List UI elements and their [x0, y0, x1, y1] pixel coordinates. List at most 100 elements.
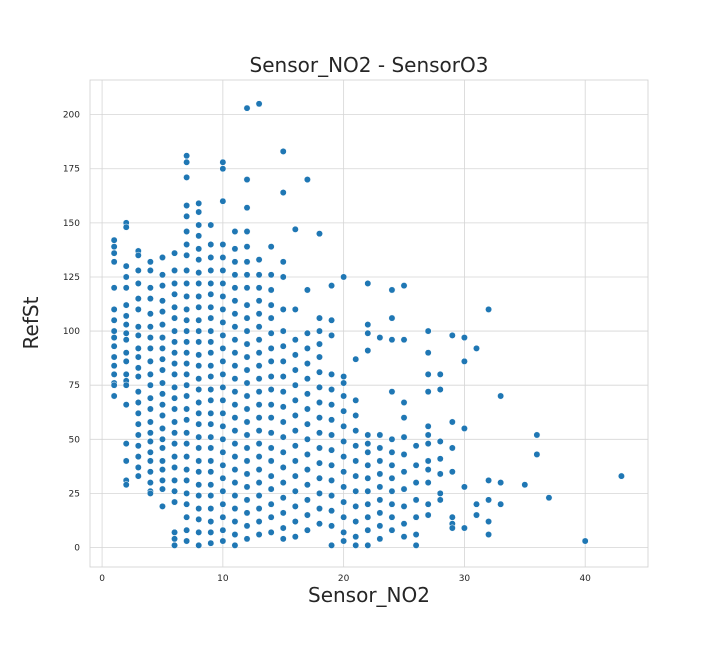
data-point — [243, 509, 251, 517]
data-point — [171, 280, 178, 287]
data-point — [219, 254, 227, 261]
data-point — [376, 509, 384, 517]
data-point — [195, 481, 203, 489]
data-point — [376, 334, 384, 342]
data-point — [219, 513, 227, 521]
data-point — [267, 271, 275, 279]
data-point — [279, 463, 287, 471]
data-point — [352, 355, 360, 363]
data-point — [134, 267, 142, 274]
data-point — [207, 221, 215, 229]
data-point — [303, 344, 311, 352]
data-point — [207, 528, 215, 536]
data-point — [316, 368, 323, 376]
data-point — [328, 316, 336, 324]
data-point — [195, 269, 203, 277]
data-point — [146, 457, 154, 465]
data-point — [291, 457, 299, 465]
data-point — [219, 305, 227, 313]
data-point — [122, 370, 130, 378]
data-point — [316, 340, 323, 348]
data-point — [291, 396, 299, 404]
data-point — [436, 455, 444, 463]
data-point — [473, 500, 480, 508]
data-point — [243, 483, 251, 491]
data-point — [146, 438, 154, 445]
data-point — [171, 476, 178, 484]
data-point — [195, 351, 203, 359]
data-point — [122, 349, 130, 357]
data-point — [110, 362, 118, 370]
data-point — [231, 375, 239, 383]
data-point — [183, 500, 191, 508]
data-point — [231, 284, 239, 292]
data-point — [497, 392, 505, 400]
data-point — [303, 420, 311, 428]
data-point — [255, 401, 263, 409]
data-point — [231, 258, 239, 266]
data-point — [364, 461, 372, 469]
data-point — [195, 327, 203, 335]
data-point — [159, 390, 166, 398]
data-point — [159, 321, 166, 329]
data-point — [303, 466, 311, 474]
data-point — [267, 472, 275, 480]
data-point — [207, 290, 215, 298]
data-point — [159, 425, 166, 432]
data-point — [134, 463, 142, 471]
data-point — [376, 470, 384, 478]
data-point — [110, 381, 118, 389]
data-point — [146, 258, 154, 266]
data-point — [231, 401, 239, 409]
data-point — [460, 357, 468, 365]
data-point — [159, 379, 166, 387]
data-point — [400, 433, 408, 441]
data-point — [122, 262, 130, 270]
data-point — [110, 342, 118, 350]
data-point — [243, 176, 251, 184]
chart-title: Sensor_NO2 - SensorO3 — [250, 53, 489, 77]
data-point — [340, 483, 348, 491]
data-point — [183, 466, 191, 474]
data-point — [183, 280, 191, 287]
data-point — [400, 520, 408, 528]
data-point — [134, 420, 142, 428]
data-point — [159, 366, 166, 374]
data-point — [279, 403, 287, 411]
data-point — [243, 104, 251, 112]
data-point — [134, 453, 142, 461]
data-point — [231, 466, 239, 474]
data-point — [110, 334, 118, 342]
data-point — [195, 457, 203, 465]
y-tick-label: 200 — [63, 111, 80, 121]
data-point — [424, 370, 432, 378]
data-point — [183, 453, 191, 461]
data-point — [219, 357, 227, 365]
data-point — [146, 448, 154, 456]
data-point — [231, 349, 239, 357]
data-point — [219, 526, 227, 534]
data-point — [183, 405, 191, 413]
data-point — [195, 375, 203, 383]
data-point — [146, 344, 154, 352]
data-point — [183, 292, 191, 300]
data-point — [159, 457, 166, 465]
data-point — [122, 321, 130, 329]
data-point — [219, 487, 227, 495]
data-point — [448, 331, 456, 339]
data-point — [436, 438, 444, 445]
data-point — [134, 364, 142, 372]
data-point — [171, 338, 178, 346]
data-point — [255, 531, 263, 538]
data-point — [617, 472, 625, 480]
data-point — [183, 370, 191, 378]
data-point — [279, 524, 287, 532]
data-point — [195, 409, 203, 417]
data-point — [267, 414, 275, 422]
data-point — [485, 476, 493, 484]
data-point — [219, 318, 227, 326]
data-point — [267, 344, 275, 352]
data-point — [279, 273, 287, 281]
data-point — [328, 507, 336, 515]
y-tick-label: 150 — [63, 219, 80, 229]
